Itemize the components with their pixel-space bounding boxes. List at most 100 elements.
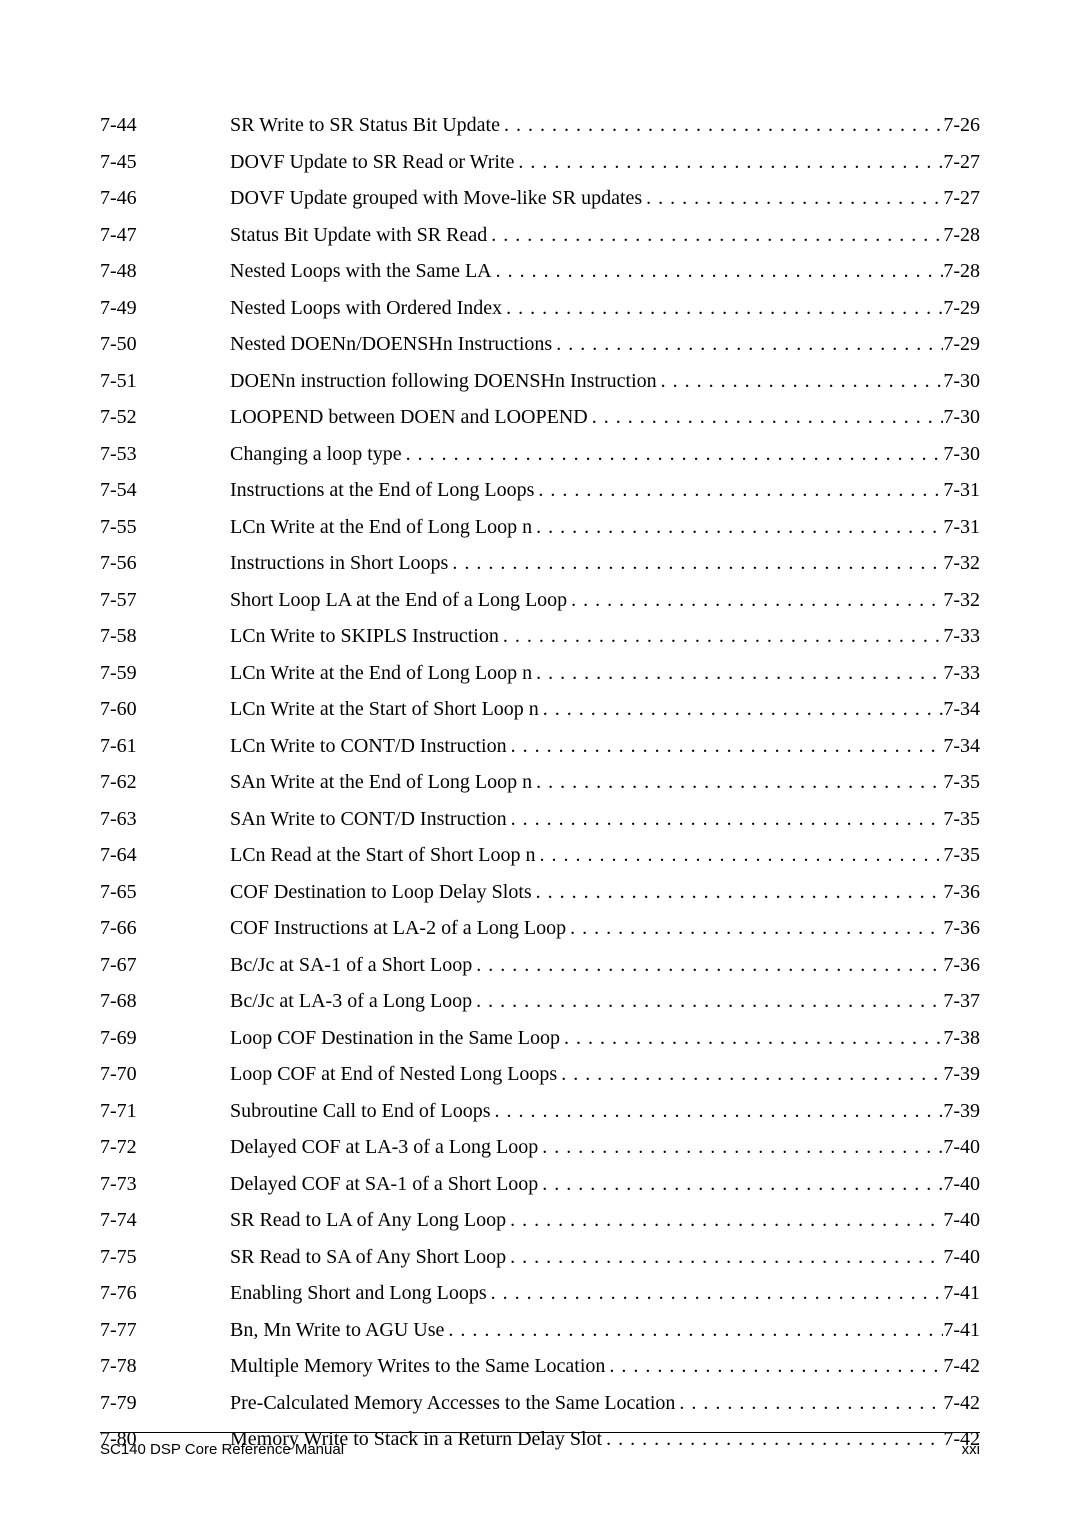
toc-entry-title-wrap: Instructions in Short Loops . . . . . . … xyxy=(230,550,980,576)
toc-row: 7-49Nested Loops with Ordered Index . . … xyxy=(100,295,980,321)
toc-entry-title: COF Destination to Loop Delay Slots xyxy=(230,879,532,905)
toc-leader-dots: . . . . . . . . . . . . . . . . . . . . … xyxy=(538,1171,943,1197)
toc-entry-page: 7-27 xyxy=(943,185,980,211)
toc-entry-title: Nested DOENn/DOENSHn Instructions xyxy=(230,331,552,357)
toc-entry-title: Nested Loops with the Same LA xyxy=(230,258,492,284)
toc-entry-number: 7-58 xyxy=(100,623,230,649)
toc-entry-page: 7-36 xyxy=(943,879,980,905)
toc-entry-page: 7-29 xyxy=(943,295,980,321)
toc-entry-title: LCn Read at the Start of Short Loop n xyxy=(230,842,536,868)
toc-entry-number: 7-78 xyxy=(100,1353,230,1379)
toc-leader-dots: . . . . . . . . . . . . . . . . . . . . … xyxy=(472,952,943,978)
toc-entry-number: 7-61 xyxy=(100,733,230,759)
toc-entry-title-wrap: LOOPEND between DOEN and LOOPEND . . . .… xyxy=(230,404,980,430)
toc-entry-page: 7-27 xyxy=(943,149,980,175)
toc-row: 7-47Status Bit Update with SR Read . . .… xyxy=(100,222,980,248)
toc-entry-number: 7-47 xyxy=(100,222,230,248)
toc-entry-number: 7-46 xyxy=(100,185,230,211)
toc-entry-number: 7-45 xyxy=(100,149,230,175)
toc-leader-dots: . . . . . . . . . . . . . . . . . . . . … xyxy=(675,1390,943,1416)
toc-entry-title-wrap: LCn Write to CONT/D Instruction . . . . … xyxy=(230,733,980,759)
toc-entry-page: 7-40 xyxy=(943,1171,980,1197)
toc-entry-title: Nested Loops with Ordered Index xyxy=(230,295,502,321)
toc-entry-title-wrap: Changing a loop type . . . . . . . . . .… xyxy=(230,441,980,467)
toc-leader-dots: . . . . . . . . . . . . . . . . . . . . … xyxy=(642,185,943,211)
toc-entry-number: 7-68 xyxy=(100,988,230,1014)
toc-entry-number: 7-67 xyxy=(100,952,230,978)
toc-row: 7-69Loop COF Destination in the Same Loo… xyxy=(100,1025,980,1051)
toc-row: 7-59LCn Write at the End of Long Loop n … xyxy=(100,660,980,686)
toc-entry-title-wrap: LCn Write at the End of Long Loop n . . … xyxy=(230,514,980,540)
toc-row: 7-61LCn Write to CONT/D Instruction . . … xyxy=(100,733,980,759)
toc-entry-title-wrap: DOVF Update grouped with Move-like SR up… xyxy=(230,185,980,211)
toc-leader-dots: . . . . . . . . . . . . . . . . . . . . … xyxy=(557,1061,943,1087)
toc-entry-page: 7-31 xyxy=(943,514,980,540)
toc-row: 7-64LCn Read at the Start of Short Loop … xyxy=(100,842,980,868)
toc-leader-dots: . . . . . . . . . . . . . . . . . . . . … xyxy=(507,733,944,759)
toc-entry-title-wrap: Bn, Mn Write to AGU Use . . . . . . . . … xyxy=(230,1317,980,1343)
toc-entry-title: SAn Write at the End of Long Loop n xyxy=(230,769,532,795)
toc-leader-dots: . . . . . . . . . . . . . . . . . . . . … xyxy=(514,149,943,175)
toc-row: 7-79Pre-Calculated Memory Accesses to th… xyxy=(100,1390,980,1416)
toc-entry-number: 7-79 xyxy=(100,1390,230,1416)
toc-leader-dots: . . . . . . . . . . . . . . . . . . . . … xyxy=(492,258,944,284)
toc-entry-title: LCn Write at the Start of Short Loop n xyxy=(230,696,539,722)
toc-entry-title-wrap: Subroutine Call to End of Loops . . . . … xyxy=(230,1098,980,1124)
toc-row: 7-50Nested DOENn/DOENSHn Instructions . … xyxy=(100,331,980,357)
toc-entry-title-wrap: COF Instructions at LA-2 of a Long Loop … xyxy=(230,915,980,941)
toc-entry-number: 7-73 xyxy=(100,1171,230,1197)
toc-entry-number: 7-48 xyxy=(100,258,230,284)
footer-right: xxi xyxy=(962,1441,980,1458)
footer-left: SC140 DSP Core Reference Manual xyxy=(100,1441,344,1458)
toc-row: 7-55LCn Write at the End of Long Loop n … xyxy=(100,514,980,540)
toc-leader-dots: . . . . . . . . . . . . . . . . . . . . … xyxy=(502,295,943,321)
toc-row: 7-76Enabling Short and Long Loops . . . … xyxy=(100,1280,980,1306)
toc-leader-dots: . . . . . . . . . . . . . . . . . . . . … xyxy=(532,514,943,540)
toc-entry-number: 7-63 xyxy=(100,806,230,832)
toc-leader-dots: . . . . . . . . . . . . . . . . . . . . … xyxy=(566,915,943,941)
toc-entry-page: 7-34 xyxy=(943,733,980,759)
toc-entry-page: 7-35 xyxy=(943,806,980,832)
toc-row: 7-71Subroutine Call to End of Loops . . … xyxy=(100,1098,980,1124)
toc-entry-title-wrap: Pre-Calculated Memory Accesses to the Sa… xyxy=(230,1390,980,1416)
toc-row: 7-62SAn Write at the End of Long Loop n … xyxy=(100,769,980,795)
toc-entry-title: Multiple Memory Writes to the Same Locat… xyxy=(230,1353,605,1379)
toc-row: 7-44SR Write to SR Status Bit Update . .… xyxy=(100,112,980,138)
toc-entry-page: 7-30 xyxy=(943,441,980,467)
toc-leader-dots: . . . . . . . . . . . . . . . . . . . . … xyxy=(532,769,943,795)
toc-entry-title-wrap: Nested Loops with the Same LA . . . . . … xyxy=(230,258,980,284)
toc-entry-title-wrap: Loop COF at End of Nested Long Loops . .… xyxy=(230,1061,980,1087)
page-footer: SC140 DSP Core Reference Manual xxi xyxy=(100,1432,980,1458)
toc-entry-page: 7-32 xyxy=(943,550,980,576)
toc-entry-number: 7-53 xyxy=(100,441,230,467)
toc-row: 7-75SR Read to SA of Any Short Loop . . … xyxy=(100,1244,980,1270)
toc-entry-number: 7-75 xyxy=(100,1244,230,1270)
toc-leader-dots: . . . . . . . . . . . . . . . . . . . . … xyxy=(588,404,944,430)
toc-entry-page: 7-28 xyxy=(943,258,980,284)
toc-entry-number: 7-74 xyxy=(100,1207,230,1233)
toc-entry-number: 7-51 xyxy=(100,368,230,394)
toc-entry-title-wrap: LCn Write at the End of Long Loop n . . … xyxy=(230,660,980,686)
toc-entry-title: Subroutine Call to End of Loops xyxy=(230,1098,491,1124)
toc-entry-number: 7-69 xyxy=(100,1025,230,1051)
toc-entry-page: 7-31 xyxy=(943,477,980,503)
toc-entry-title: DOENn instruction following DOENSHn Inst… xyxy=(230,368,657,394)
toc-leader-dots: . . . . . . . . . . . . . . . . . . . . … xyxy=(538,1134,943,1160)
toc-entry-title: SR Read to LA of Any Long Loop xyxy=(230,1207,506,1233)
toc-entry-title: LCn Write to CONT/D Instruction xyxy=(230,733,507,759)
toc-list: 7-44SR Write to SR Status Bit Update . .… xyxy=(100,112,980,1452)
toc-entry-number: 7-60 xyxy=(100,696,230,722)
toc-row: 7-48Nested Loops with the Same LA . . . … xyxy=(100,258,980,284)
toc-row: 7-63SAn Write to CONT/D Instruction . . … xyxy=(100,806,980,832)
toc-entry-page: 7-39 xyxy=(943,1061,980,1087)
toc-entry-title-wrap: SR Read to SA of Any Short Loop . . . . … xyxy=(230,1244,980,1270)
toc-entry-title: Loop COF Destination in the Same Loop xyxy=(230,1025,560,1051)
toc-entry-title-wrap: DOVF Update to SR Read or Write . . . . … xyxy=(230,149,980,175)
toc-entry-number: 7-72 xyxy=(100,1134,230,1160)
toc-entry-title: Delayed COF at LA-3 of a Long Loop xyxy=(230,1134,538,1160)
toc-row: 7-51DOENn instruction following DOENSHn … xyxy=(100,368,980,394)
toc-entry-title: SAn Write to CONT/D Instruction xyxy=(230,806,507,832)
toc-entry-number: 7-77 xyxy=(100,1317,230,1343)
toc-entry-number: 7-71 xyxy=(100,1098,230,1124)
toc-entry-number: 7-54 xyxy=(100,477,230,503)
